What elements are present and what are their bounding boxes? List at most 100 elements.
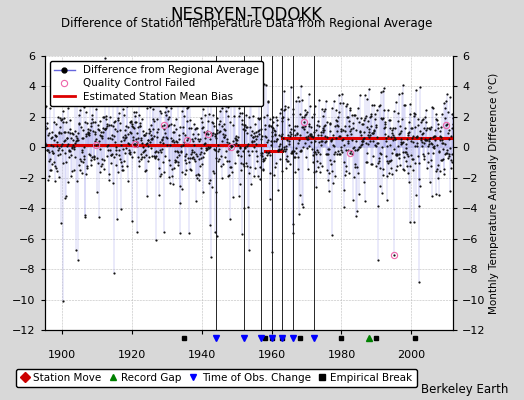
Point: [357, 132, 365, 138]
Point: [326, 128, 334, 134]
Point: [136, 123, 144, 130]
Point: [323, 151, 331, 158]
Point: [259, 165, 267, 172]
Point: [64, 129, 72, 135]
Point: [423, 164, 432, 171]
Point: [169, 137, 177, 144]
Point: [269, 127, 278, 133]
Point: [126, 117, 135, 124]
Point: [417, 135, 425, 141]
Point: [344, 114, 352, 120]
Point: [207, 254, 215, 260]
Point: [323, 119, 332, 125]
Point: [137, 156, 145, 162]
Point: [114, 169, 123, 175]
Point: [61, 195, 69, 201]
Point: [125, 141, 133, 147]
Point: [399, 166, 407, 172]
Point: [365, 133, 373, 140]
Point: [141, 167, 149, 174]
Point: [413, 143, 421, 150]
Point: [221, 132, 229, 138]
Point: [221, 126, 230, 133]
Point: [293, 129, 301, 136]
Point: [170, 129, 179, 135]
Point: [135, 112, 144, 118]
Point: [253, 132, 261, 139]
Point: [249, 138, 258, 144]
Point: [80, 104, 88, 110]
Point: [113, 99, 121, 105]
Point: [405, 128, 413, 135]
Point: [290, 123, 299, 130]
Point: [71, 128, 79, 134]
Point: [205, 180, 213, 186]
Point: [427, 140, 435, 146]
Point: [311, 103, 319, 110]
Point: [79, 159, 87, 166]
Point: [348, 112, 356, 118]
Point: [450, 143, 458, 150]
Point: [125, 147, 134, 154]
Point: [281, 148, 289, 154]
Point: [47, 148, 56, 154]
Point: [266, 152, 275, 158]
Point: [384, 133, 392, 139]
Point: [408, 125, 416, 132]
Point: [270, 138, 278, 144]
Point: [68, 144, 76, 150]
Point: [227, 168, 236, 175]
Point: [62, 192, 70, 199]
Point: [76, 107, 84, 113]
Point: [439, 140, 447, 147]
Point: [346, 128, 355, 134]
Point: [433, 162, 442, 168]
Point: [452, 117, 461, 123]
Point: [239, 126, 247, 132]
Point: [68, 145, 76, 151]
Point: [231, 135, 239, 142]
Point: [124, 124, 132, 130]
Point: [140, 146, 149, 153]
Point: [154, 126, 162, 132]
Point: [56, 114, 64, 121]
Point: [419, 151, 427, 157]
Point: [388, 137, 397, 143]
Point: [311, 148, 320, 155]
Point: [205, 221, 214, 228]
Point: [324, 177, 333, 183]
Point: [434, 175, 442, 181]
Point: [358, 121, 367, 128]
Point: [449, 111, 457, 118]
Point: [319, 129, 327, 136]
Point: [225, 172, 234, 178]
Point: [104, 147, 112, 153]
Point: [189, 142, 198, 148]
Point: [202, 145, 210, 152]
Point: [61, 129, 69, 135]
Point: [421, 137, 429, 143]
Point: [159, 159, 167, 166]
Point: [350, 112, 358, 118]
Point: [452, 90, 460, 97]
Point: [72, 138, 81, 144]
Point: [168, 128, 177, 135]
Point: [385, 170, 393, 176]
Point: [89, 142, 97, 148]
Point: [152, 153, 160, 159]
Point: [121, 149, 129, 156]
Point: [433, 141, 441, 148]
Point: [211, 228, 220, 235]
Point: [342, 168, 351, 174]
Point: [352, 126, 361, 133]
Point: [246, 164, 254, 170]
Point: [193, 175, 202, 181]
Point: [135, 162, 144, 169]
Point: [119, 167, 128, 174]
Point: [92, 136, 100, 143]
Point: [436, 137, 445, 143]
Point: [272, 136, 281, 142]
Point: [98, 135, 106, 142]
Point: [64, 148, 73, 154]
Point: [317, 129, 325, 136]
